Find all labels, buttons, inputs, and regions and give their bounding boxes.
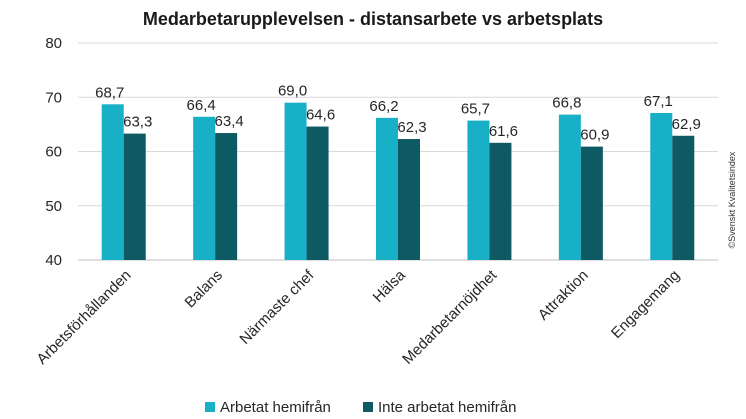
y-tick-label: 80 [45,35,62,52]
category-label: Balans [182,267,226,311]
data-label: 62,9 [672,116,701,133]
legend: Arbetat hemifrån Inte arbetat hemifrån [205,399,516,416]
bar [215,133,238,260]
copyright-text: ©Svenskt Kvalitetsindex [727,151,737,248]
bar [672,135,695,260]
bar [193,116,216,260]
category-label: Engagemang [608,267,683,342]
legend-label: Arbetat hemifrån [220,399,331,416]
data-label: 66,2 [369,98,398,115]
bar [398,139,420,260]
bar [284,102,307,260]
y-tick-label: 60 [45,144,62,161]
y-tick-label: 50 [45,198,62,215]
y-tick-label: 40 [45,252,62,269]
data-label: 64,6 [306,107,335,124]
legend-swatch [205,402,215,412]
category-label: Arbetsförhållanden [33,267,134,368]
data-label: 68,7 [95,84,124,101]
bar [580,146,603,260]
category-label: Attraktion [535,267,592,324]
data-label: 65,7 [461,101,490,118]
data-label: 67,1 [644,93,673,110]
data-label: 69,0 [278,83,307,100]
y-axis: 40 50 60 70 80 [45,35,62,269]
bar [467,120,490,260]
legend-swatch [363,402,373,412]
data-label: 66,8 [552,95,581,112]
legend-label: Inte arbetat hemifrån [378,399,516,416]
y-tick-label: 70 [45,89,62,106]
bar [376,117,398,261]
data-label: 61,6 [489,123,518,140]
data-labels: 68,7 63,3 66,463,4 69,0 64,6 66,2 62,3 65,7 61,6… [95,83,701,144]
bars [101,102,695,261]
data-label: 63,4 [215,113,244,130]
bar [650,112,673,260]
bar [489,142,512,260]
data-label: 66,4 [187,97,216,114]
category-label: Hälsa [370,266,410,306]
category-label: Närmaste chef [236,266,318,348]
bar [558,114,581,260]
bar [101,104,124,261]
bar [306,126,329,260]
x-axis: Arbetsförhållanden Balans Närmaste chef Häl… [33,266,683,368]
bar [123,133,146,260]
category-label: Medarbetarnöjdhet [399,266,501,368]
data-label: 63,3 [123,114,152,131]
data-label: 62,3 [397,119,426,136]
data-label: 60,9 [580,127,609,144]
chart-title: Medarbetarupplevelsen - distansarbete vs… [143,9,603,29]
